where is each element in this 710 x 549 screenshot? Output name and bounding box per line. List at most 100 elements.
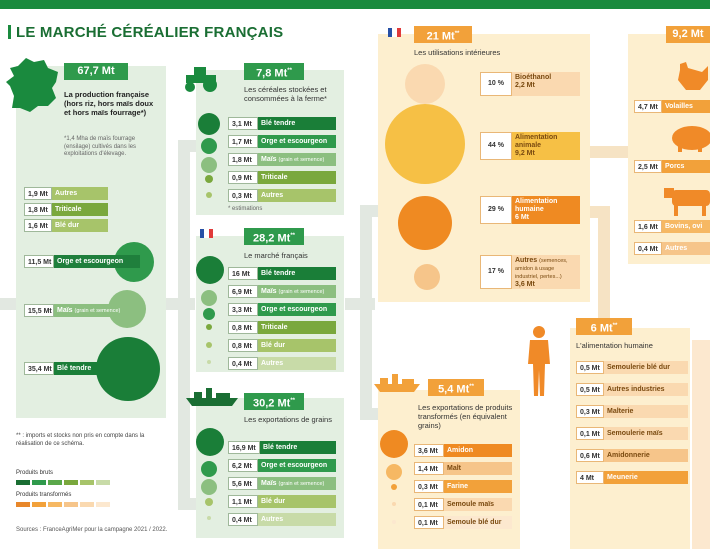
human-item: 0,5 Mt Autres industries: [576, 383, 688, 396]
interior-circle: [405, 64, 445, 104]
stored-circle: [206, 192, 212, 198]
processed-circle: [386, 464, 402, 480]
human-item: 0,3 Mt Malterie: [576, 405, 688, 418]
france-flag-icon: [200, 229, 213, 238]
interior-use: Autres (semences, amidon à usage industr…: [512, 255, 580, 289]
stored-description: Les céréales stockées et consommées à la…: [244, 85, 327, 103]
production-item: 1,8 Mt Triticale: [24, 203, 108, 216]
human-item: 0,5 Mt Semoulerie blé dur: [576, 361, 688, 374]
human-description: L'alimentation humaine: [576, 341, 653, 350]
human-item: 0,6 Mt Amidonnerie: [576, 449, 688, 462]
human-item: 0,1 Mt Semoulerie maïs: [576, 427, 688, 440]
interior-pct: 29 %: [480, 196, 512, 224]
stored-total: 7,8 Mt**: [244, 63, 304, 80]
animal-total: 9,2 Mt: [666, 26, 710, 43]
market-circle: [207, 360, 211, 364]
footnote: ** : imports et stocks non pris en compt…: [16, 433, 145, 447]
stored-item: 1,8 Mt Maïs (grain et semence): [228, 153, 336, 166]
interior-total: 21 Mt**: [414, 26, 472, 43]
sources: Sources : FranceAgriMer pour la campagne…: [16, 527, 168, 533]
production-item: 11,5 Mt Orge et escourgeon: [24, 255, 140, 268]
cargo-ship-icon: [374, 374, 420, 392]
chicken-icon: [678, 62, 708, 90]
top-bar: [0, 0, 710, 9]
stored-circle: [205, 175, 213, 183]
exports-item: 16,9 Mt Blé tendre: [228, 441, 336, 454]
market-item: 0,4 Mt Autres: [228, 357, 336, 370]
human-item: 4 Mt Meunerie: [576, 471, 688, 484]
page-title: LE MARCHÉ CÉRÉALIER FRANÇAIS: [16, 24, 284, 41]
processed-circle: [380, 430, 408, 458]
market-item: 6,9 Mt Maïs (grain et semence): [228, 285, 336, 298]
production-item: 15,5 Mt Maïs (grain et semence): [24, 304, 136, 317]
human-total: 6 Mt**: [576, 318, 632, 335]
legend-raw-label: Produits bruts: [16, 470, 54, 476]
processed-item: 0,1 Mt Semoule blé dur: [414, 516, 512, 529]
processed-item: 1,4 Mt Malt: [414, 462, 512, 475]
market-total: 28,2 Mt**: [244, 228, 304, 245]
interior-use: Alimentation humaine 6 Mt: [512, 196, 580, 224]
exports-item: 6,2 Mt Orge et escourgeon: [228, 459, 336, 472]
exports-circle: [205, 498, 213, 506]
production-note: *1,4 Mha de maïs fourrage (ensilage) cul…: [64, 136, 137, 157]
market-circle: [196, 256, 224, 284]
pipe: [598, 206, 610, 321]
processed-description: Les exportations de produits transformés…: [418, 403, 513, 430]
pipe: [178, 140, 190, 510]
exports-circle: [207, 516, 211, 520]
processed-item: 0,3 Mt Farine: [414, 480, 512, 493]
france-flag-icon: [388, 28, 401, 37]
interior-description: Les utilisations intérieures: [414, 48, 501, 57]
processed-circle: [391, 484, 397, 490]
production-item: 1,9 Mt Autres: [24, 187, 108, 200]
animal-item: 1,6 Mt Bovins, ovi: [634, 220, 710, 233]
processed-circle: [392, 520, 396, 524]
person-icon: [528, 326, 550, 396]
production-total: 67,7 Mt: [64, 63, 128, 80]
market-item: 0,8 Mt Triticale: [228, 321, 336, 334]
market-item: 0,8 Mt Blé dur: [228, 339, 336, 352]
market-item: 3,3 Mt Orge et escourgeon: [228, 303, 336, 316]
pipe: [360, 408, 380, 420]
exports-item: 1,1 Mt Blé dur: [228, 495, 336, 508]
interior-circle: [414, 264, 440, 290]
cow-icon: [664, 188, 710, 216]
stored-circle: [201, 138, 217, 154]
market-circle: [203, 308, 215, 320]
processed-total: 5,4 Mt**: [428, 379, 484, 396]
exports-circle: [201, 461, 217, 477]
animal-item: 2,5 Mt Porcs: [634, 160, 710, 173]
interior-use: Alimentation animale 9,2 Mt: [512, 132, 580, 160]
interior-pct: 10 %: [480, 72, 512, 96]
france-map-icon: [6, 58, 58, 112]
legend-raw-swatches: [16, 480, 110, 485]
tractor-icon: [185, 67, 217, 92]
animal-item: 0,4 Mt Autres: [634, 242, 710, 255]
production-description: La production française (hors riz, hors …: [64, 90, 154, 117]
title-accent: [8, 25, 11, 39]
cargo-ship-icon: [186, 388, 238, 406]
interior-pct: 17 %: [480, 255, 512, 289]
interior-use: Bioéthanol 2,2 Mt: [512, 72, 580, 96]
legend-processed-swatches: [16, 502, 110, 507]
market-circle: [206, 324, 212, 330]
processed-item: 0,1 Mt Semoule maïs: [414, 498, 512, 511]
stored-item: 1,7 Mt Orge et escourgeon: [228, 135, 336, 148]
exports-item: 5,6 Mt Maïs (grain et semence): [228, 477, 336, 490]
stored-item: 0,9 Mt Triticale: [228, 171, 336, 184]
pipe: [0, 298, 20, 310]
processed-circle: [392, 502, 396, 506]
pipe: [178, 498, 198, 510]
market-circle: [206, 342, 212, 348]
interior-circle: [385, 104, 465, 184]
production-item: 35,4 Mt Blé tendre: [24, 362, 114, 375]
pipe: [360, 205, 372, 420]
exports-item: 0,4 Mt Autres: [228, 513, 336, 526]
stored-estimations: * estimations: [228, 206, 263, 212]
exports-circle: [201, 479, 217, 495]
market-description: Le marché français: [244, 251, 308, 260]
pipe: [178, 140, 198, 152]
stored-item: 0,3 Mt Autres: [228, 189, 336, 202]
market-circle: [201, 290, 217, 306]
pig-icon: [672, 126, 710, 152]
